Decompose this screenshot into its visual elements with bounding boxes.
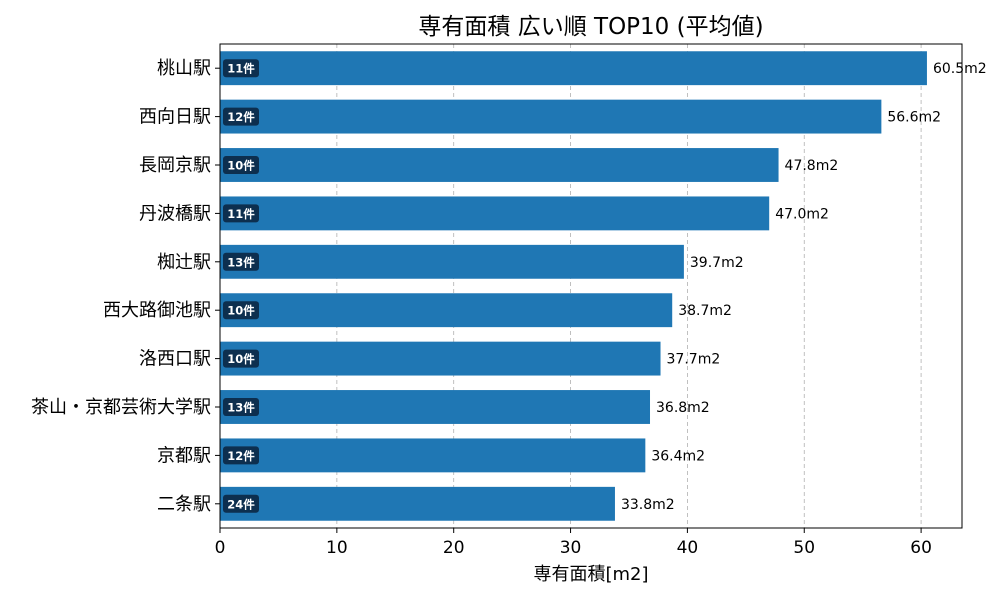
count-badge — [223, 107, 259, 126]
value-label: 60.5m2 — [933, 61, 987, 77]
count-badge — [223, 398, 259, 416]
value-label: 37.7m2 — [667, 352, 721, 368]
bar — [220, 341, 661, 376]
x-tick-label: 0 — [215, 538, 226, 558]
count-badge-label: 24件 — [227, 497, 255, 511]
count-badge-label: 13件 — [227, 255, 255, 269]
bar — [220, 390, 651, 424]
x-tick-label: 20 — [443, 538, 465, 558]
value-label: 39.7m2 — [690, 255, 744, 271]
plot-frame — [219, 43, 963, 529]
value-label: 36.8m2 — [656, 400, 710, 416]
value-label: 36.4m2 — [651, 448, 705, 464]
y-tick-label: 椥辻駅 — [157, 252, 211, 273]
bar — [220, 244, 684, 279]
bar — [220, 51, 927, 86]
value-label: 56.6m2 — [887, 110, 941, 126]
y-tick-label: 西大路御池駅 — [103, 300, 211, 321]
value-label: 38.7m2 — [678, 303, 732, 319]
count-badge — [223, 494, 259, 513]
bar — [220, 99, 882, 134]
count-badge — [223, 156, 259, 174]
count-badge — [223, 301, 259, 320]
bar — [220, 148, 779, 182]
count-badge-label: 12件 — [227, 449, 255, 463]
x-tick-label: 40 — [677, 538, 699, 558]
count-badge-label: 10件 — [227, 304, 255, 318]
x-tick-label: 10 — [326, 538, 348, 558]
count-badge — [223, 204, 259, 223]
count-badge-label: 13件 — [227, 401, 255, 415]
count-badge — [223, 252, 259, 271]
bar — [220, 486, 615, 521]
y-tick-label: 京都駅 — [157, 445, 211, 466]
value-label: 33.8m2 — [621, 497, 675, 513]
value-label: 47.8m2 — [785, 158, 839, 174]
count-badge — [223, 446, 259, 465]
value-label: 47.0m2 — [775, 206, 829, 222]
count-badge — [223, 349, 259, 368]
count-badge-label: 12件 — [227, 110, 255, 124]
count-badge-label: 11件 — [227, 207, 255, 221]
bar — [220, 438, 646, 473]
y-tick-label: 西向日駅 — [139, 107, 211, 128]
count-badge-label: 11件 — [227, 62, 255, 76]
y-tick-label: 二条駅 — [157, 494, 211, 515]
bar — [220, 293, 673, 328]
y-tick-label: 丹波橋駅 — [139, 203, 211, 224]
y-tick-label: 茶山・京都芸術大学駅 — [31, 397, 211, 418]
count-badge-label: 10件 — [227, 352, 255, 366]
bars-group: 11件 60.5m2 12件 56.6m2 10件 47.8m2 11件 47.0m2 13件 3… — [220, 51, 987, 521]
count-badge-label: 10件 — [227, 159, 255, 173]
x-axis: 0 10 20 30 40 50 60 — [215, 528, 932, 558]
chart-title: 専有面積 広い順 TOP10 (平均値) — [418, 14, 763, 40]
y-tick-label: 洛西口駅 — [139, 349, 211, 370]
bar — [220, 196, 770, 231]
y-tick-label: 桃山駅 — [157, 58, 211, 79]
x-axis-label: 専有面積[m2] — [533, 564, 648, 585]
y-axis: 桃山駅西向日駅長岡京駅丹波橋駅椥辻駅西大路御池駅洛西口駅茶山・京都芸術大学駅京都… — [31, 58, 220, 515]
count-badge — [223, 59, 259, 78]
x-tick-label: 60 — [910, 538, 932, 558]
y-tick-label: 長岡京駅 — [139, 155, 211, 176]
x-tick-label: 50 — [793, 538, 815, 558]
x-tick-label: 30 — [560, 538, 582, 558]
